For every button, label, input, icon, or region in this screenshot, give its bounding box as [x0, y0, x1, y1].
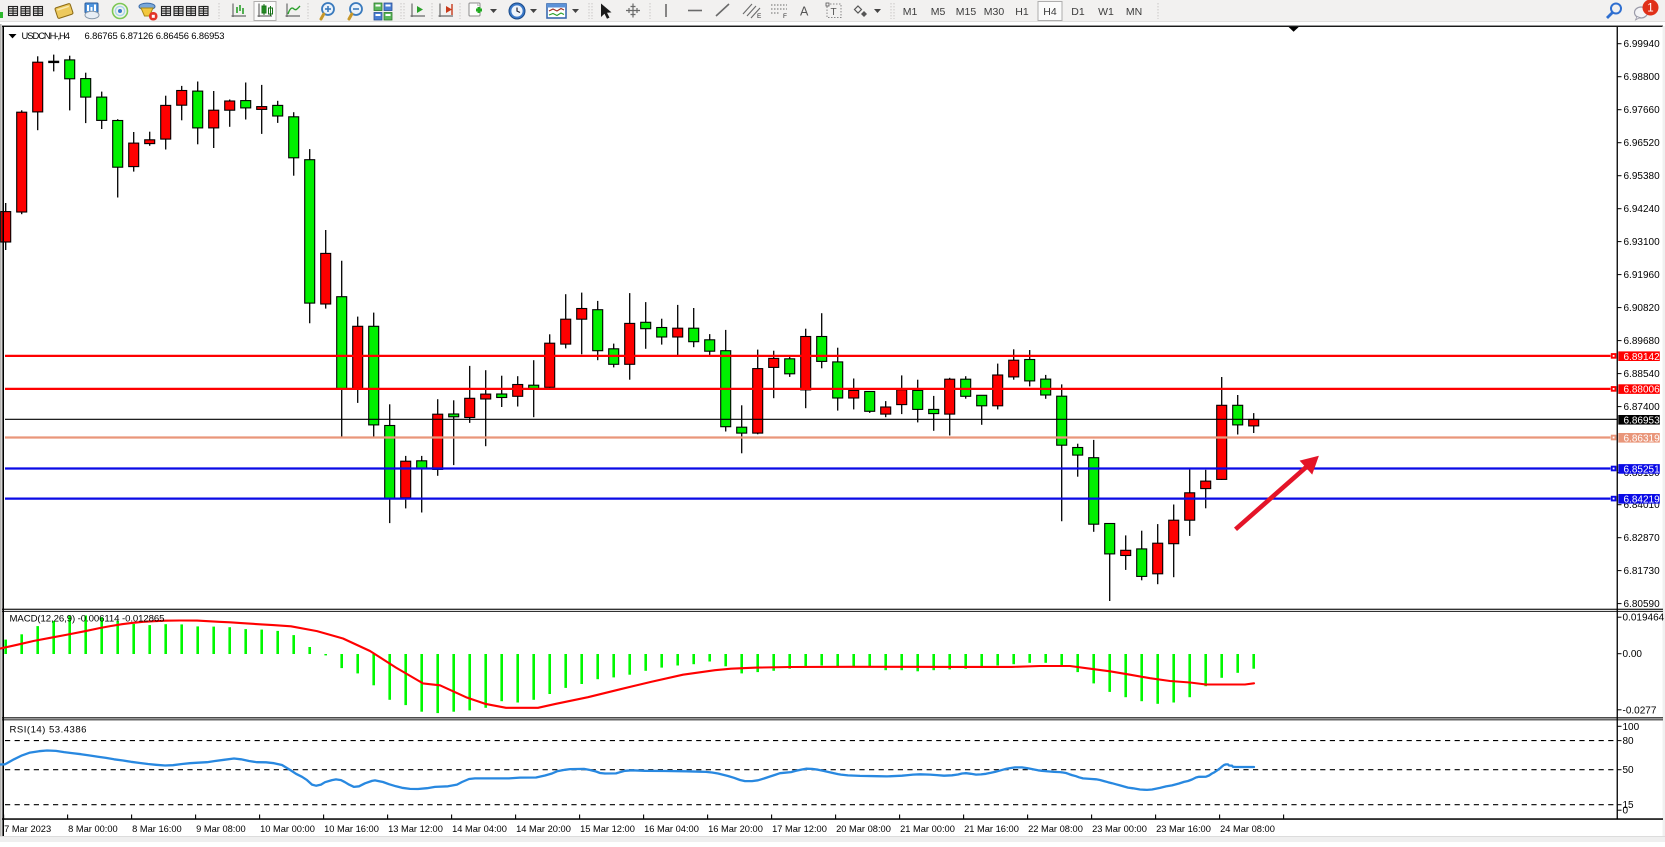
svg-text:6.86319: 6.86319 [1624, 433, 1661, 444]
svg-text:6.94240: 6.94240 [1624, 204, 1661, 215]
svg-text:80: 80 [1623, 736, 1635, 747]
svg-text:10 Mar 00:00: 10 Mar 00:00 [260, 824, 315, 834]
svg-text:MN: MN [1126, 6, 1142, 18]
svg-text:6.84219: 6.84219 [1624, 494, 1661, 505]
svg-text:9 Mar 08:00: 9 Mar 08:00 [196, 824, 246, 834]
svg-text:8 Mar 16:00: 8 Mar 16:00 [132, 824, 182, 834]
svg-text:6.88006: 6.88006 [1624, 385, 1661, 396]
svg-text:1: 1 [1647, 3, 1653, 15]
svg-text:F: F [783, 13, 787, 20]
svg-text:H4: H4 [1043, 6, 1057, 18]
svg-text:14 Mar 04:00: 14 Mar 04:00 [452, 824, 507, 834]
svg-text:6.88540: 6.88540 [1624, 369, 1661, 380]
svg-text:50: 50 [1623, 765, 1635, 776]
svg-text:14 Mar 20:00: 14 Mar 20:00 [516, 824, 571, 834]
svg-text:6.90820: 6.90820 [1624, 303, 1661, 314]
svg-text:6.98800: 6.98800 [1624, 72, 1661, 83]
svg-text:USDCNH-,H4: USDCNH-,H4 [22, 30, 71, 41]
svg-text:16 Mar 20:00: 16 Mar 20:00 [708, 824, 763, 834]
svg-text:22 Mar 08:00: 22 Mar 08:00 [1028, 824, 1083, 834]
svg-text:M30: M30 [984, 6, 1005, 18]
svg-text:6.81730: 6.81730 [1624, 566, 1661, 577]
svg-text:10 Mar 16:00: 10 Mar 16:00 [324, 824, 379, 834]
svg-text:H1: H1 [1015, 6, 1029, 18]
svg-text:M5: M5 [931, 6, 946, 18]
svg-text:24 Mar 08:00: 24 Mar 08:00 [1220, 824, 1275, 834]
svg-text:6.86765 6.87126 6.86456 6.8695: 6.86765 6.87126 6.86456 6.86953 [85, 30, 225, 41]
svg-text:6.86953: 6.86953 [1624, 415, 1661, 426]
svg-text:6.91960: 6.91960 [1624, 270, 1661, 281]
svg-text:T: T [831, 7, 837, 18]
svg-text:6.97660: 6.97660 [1624, 105, 1661, 116]
svg-text:6.89680: 6.89680 [1624, 336, 1661, 347]
svg-text:6.82870: 6.82870 [1624, 533, 1661, 544]
svg-text:6.80590: 6.80590 [1624, 599, 1661, 610]
svg-text:23 Mar 16:00: 23 Mar 16:00 [1156, 824, 1211, 834]
svg-text:100: 100 [1623, 722, 1640, 733]
svg-text:-0.0277: -0.0277 [1623, 705, 1657, 716]
svg-text:A: A [800, 5, 809, 19]
svg-text:0.00: 0.00 [1623, 649, 1643, 660]
svg-text:6.89142: 6.89142 [1624, 352, 1661, 363]
svg-text:E: E [757, 13, 762, 20]
svg-text:M1: M1 [903, 6, 918, 18]
svg-text:6.95380: 6.95380 [1624, 171, 1661, 182]
svg-text:21 Mar 00:00: 21 Mar 00:00 [900, 824, 955, 834]
svg-text:MACD(12,26,9) -0.006114 -0.012: MACD(12,26,9) -0.006114 -0.012865 [10, 613, 165, 624]
svg-text:6.99940: 6.99940 [1624, 39, 1661, 50]
svg-text:16 Mar 04:00: 16 Mar 04:00 [644, 824, 699, 834]
svg-text:17 Mar 12:00: 17 Mar 12:00 [772, 824, 827, 834]
svg-text:21 Mar 16:00: 21 Mar 16:00 [964, 824, 1019, 834]
svg-text:6.87400: 6.87400 [1624, 402, 1661, 413]
svg-text:0.019464: 0.019464 [1623, 613, 1665, 624]
svg-text:M15: M15 [956, 6, 977, 18]
svg-text:15 Mar 12:00: 15 Mar 12:00 [580, 824, 635, 834]
svg-text:6.96520: 6.96520 [1624, 138, 1661, 149]
svg-text:6.93100: 6.93100 [1624, 237, 1661, 248]
svg-text:20 Mar 08:00: 20 Mar 08:00 [836, 824, 891, 834]
svg-text:13 Mar 12:00: 13 Mar 12:00 [388, 824, 443, 834]
svg-text:D1: D1 [1071, 6, 1085, 18]
svg-text:8 Mar 00:00: 8 Mar 00:00 [68, 824, 118, 834]
svg-text:7 Mar 2023: 7 Mar 2023 [4, 824, 51, 834]
svg-text:0: 0 [1623, 806, 1629, 817]
svg-text:6.85251: 6.85251 [1624, 465, 1661, 476]
svg-text:W1: W1 [1098, 6, 1114, 18]
svg-text:RSI(14) 53.4386: RSI(14) 53.4386 [10, 725, 87, 736]
svg-text:23 Mar 00:00: 23 Mar 00:00 [1092, 824, 1147, 834]
